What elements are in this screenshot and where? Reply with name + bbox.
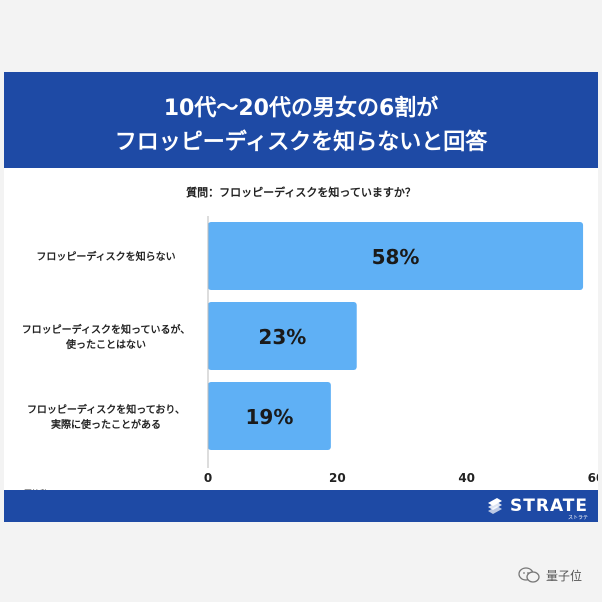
chart-card: 10代〜20代の男女の6割が フロッピーディスクを知らないと回答 質問：フロッピ…	[4, 72, 598, 522]
title-line-1: 10代〜20代の男女の6割が	[163, 96, 439, 121]
bar-value-label: 58%	[372, 245, 420, 269]
wechat-icon	[518, 567, 540, 583]
category-label-line: 使ったことはない	[65, 338, 146, 351]
bar-chart: 58% フロッピーディスクを知らない 23% フロッピーディスクを知っているが、使った…	[22, 216, 598, 490]
survey-question: 質問：フロッピーディスクを知っていますか？	[186, 186, 416, 199]
category-label-line: 実際に使ったことがある	[51, 418, 161, 431]
bar	[208, 382, 331, 450]
strate-logo-icon	[488, 498, 503, 514]
bar-value-label: 23%	[258, 325, 306, 349]
category-label-line: フロッピーディスクを知らない	[36, 250, 175, 263]
category-label: フロッピーディスクを知っているが、使ったことはない	[22, 323, 191, 351]
bar	[208, 222, 584, 290]
x-tick-label: 0	[204, 471, 212, 485]
bar-value-label: 19%	[245, 405, 293, 429]
strate-logo: STRATE ストラテ	[484, 494, 588, 521]
category-label: フロッピーディスクを知っており、実際に使ったことがある	[27, 403, 185, 431]
brand-name: STRATE	[510, 496, 588, 516]
watermark-text: 量子位	[545, 568, 582, 583]
x-tick-label: 20	[329, 471, 346, 485]
title-banner: 10代〜20代の男女の6割が フロッピーディスクを知らないと回答	[4, 72, 598, 168]
footer-bar: STRATE ストラテ	[4, 490, 598, 522]
respondent-count: 回答数:300	[24, 488, 66, 490]
wechat-watermark: 量子位	[518, 566, 582, 584]
x-tick-label: 60	[588, 471, 598, 485]
category-label: フロッピーディスクを知らない	[36, 250, 175, 263]
category-label-line: フロッピーディスクを知っており、	[27, 403, 185, 416]
title-line-2: フロッピーディスクを知らないと回答	[114, 130, 488, 155]
brand-sub: ストラテ	[567, 515, 588, 521]
category-label-line: フロッピーディスクを知っているが、	[22, 323, 191, 336]
bar	[208, 302, 357, 370]
x-tick-label: 40	[458, 471, 475, 485]
